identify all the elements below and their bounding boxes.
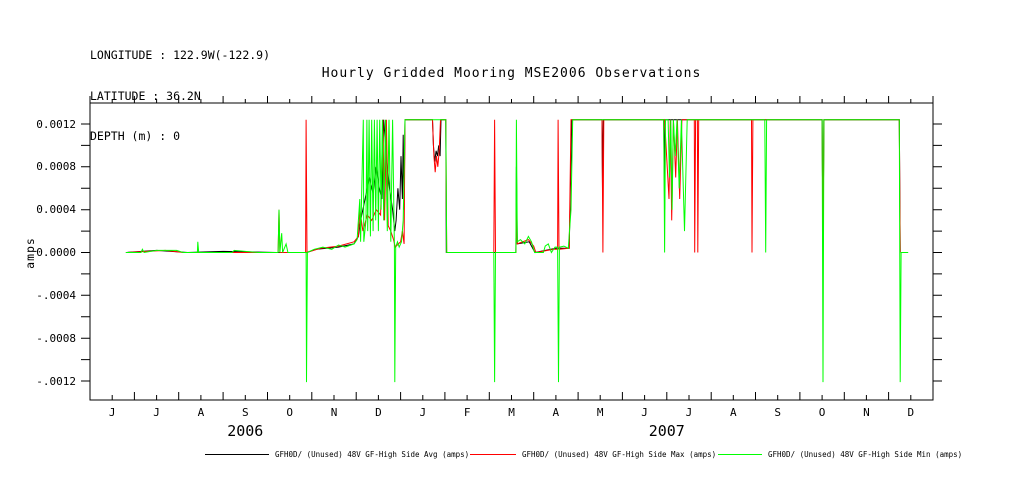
x-month-label: A xyxy=(552,406,560,419)
x-month-label: J xyxy=(685,406,693,419)
y-tick-label: 0.0008 xyxy=(36,160,76,174)
x-month-label: O xyxy=(818,406,826,419)
y-tick-label: -.0004 xyxy=(36,288,76,302)
x-month-label: D xyxy=(907,406,915,419)
legend-line-max xyxy=(470,453,516,455)
legend-line-min xyxy=(718,453,762,455)
legend-entry-max: GFH0D/ (Unused) 48V GF-High Side Max (am… xyxy=(470,449,716,459)
x-month-label: J xyxy=(153,406,160,419)
legend-label-min: GFH0D/ (Unused) 48V GF-High Side Min (am… xyxy=(768,449,963,459)
series-line-min xyxy=(125,119,909,383)
legend-entry-min: GFH0D/ (Unused) 48V GF-High Side Min (am… xyxy=(718,449,962,459)
y-tick-label: 0.0000 xyxy=(36,246,76,259)
series-line-max xyxy=(125,119,901,254)
x-month-label: J xyxy=(108,406,116,419)
x-month-label: A xyxy=(730,406,737,419)
x-month-label: N xyxy=(863,406,870,419)
depth-text: DEPTH (m) : 0 xyxy=(90,129,181,143)
x-year-label: 2007 xyxy=(648,422,685,440)
x-month-label: D xyxy=(375,406,382,419)
legend-line-avg xyxy=(205,453,269,455)
x-month-label: S xyxy=(774,406,782,419)
x-month-label: S xyxy=(241,406,249,419)
y-tick-label: 0.0004 xyxy=(36,203,76,217)
series-line-avg xyxy=(125,119,901,254)
y-tick-label: -.0012 xyxy=(36,374,76,388)
legend-entry-avg: GFH0D/ (Unused) 48V GF-High Side Avg (am… xyxy=(205,449,469,459)
y-tick-label: 0.0012 xyxy=(36,117,76,131)
x-month-label: M xyxy=(508,406,515,419)
x-month-label: M xyxy=(596,406,604,419)
legend-label-avg: GFH0D/ (Unused) 48V GF-High Side Avg (am… xyxy=(275,449,470,459)
x-month-label: N xyxy=(330,406,338,419)
x-month-label: O xyxy=(286,406,293,419)
x-month-label: J xyxy=(641,406,648,419)
axis-ticks xyxy=(81,96,942,400)
x-year-label: 2006 xyxy=(227,422,264,440)
location-header: LONGITUDE : 122.9W(-122.9) LATITUDE : 36… xyxy=(90,22,270,157)
y-tick-label: -.0008 xyxy=(36,331,76,345)
x-month-label: A xyxy=(197,406,205,419)
chart-title: Hourly Gridded Mooring MSE2006 Observati… xyxy=(321,66,702,81)
legend-label-max: GFH0D/ (Unused) 48V GF-High Side Max (am… xyxy=(522,449,717,459)
longitude-text: LONGITUDE : 122.9W(-122.9) xyxy=(90,48,271,62)
x-month-label: J xyxy=(419,406,427,419)
x-month-label: F xyxy=(463,406,471,419)
latitude-text: LATITUDE : 36.2N xyxy=(90,88,201,103)
